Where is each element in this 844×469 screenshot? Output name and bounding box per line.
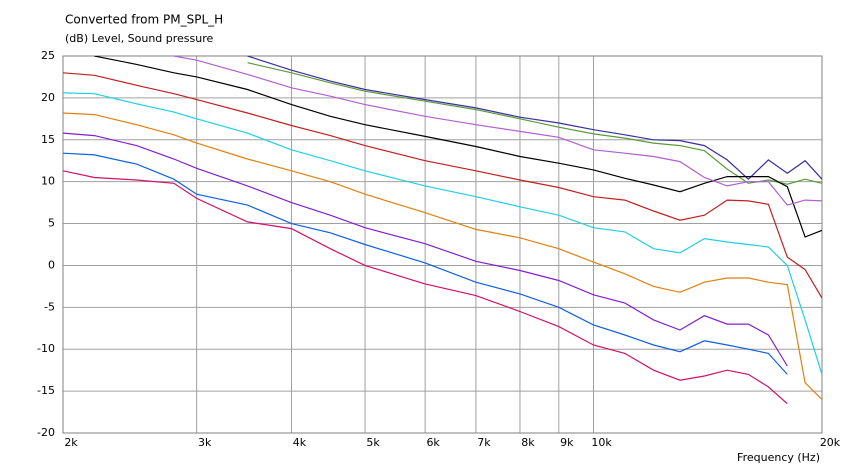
y-tick-label: -5: [44, 300, 55, 313]
plot-frame: [62, 55, 823, 434]
y-tick-label: 5: [48, 217, 55, 230]
x-tick-label: 5k: [366, 436, 380, 449]
series-line: [247, 56, 822, 181]
x-tick-label: 20k: [820, 436, 841, 449]
y-tick-label: 25: [41, 49, 55, 62]
y-tick-label: 15: [41, 133, 55, 146]
chart-title: Converted from PM_SPL_H: [65, 13, 223, 27]
y-tick-label: -15: [37, 384, 55, 397]
series-line: [94, 56, 822, 238]
x-tick-label: 2k: [64, 436, 78, 449]
x-tick-label: 10k: [591, 436, 612, 449]
series-line: [63, 170, 788, 405]
x-axis-label: Frequency (Hz): [737, 451, 820, 464]
y-axis-label: (dB) Level, Sound pressure: [65, 32, 214, 45]
y-tick-label: -10: [37, 342, 55, 355]
series-line: [63, 72, 822, 299]
x-tick-label: 3k: [198, 436, 212, 449]
series-line: [173, 56, 822, 206]
series-line: [63, 152, 788, 375]
series-line: [63, 92, 822, 375]
x-tick-label: 8k: [521, 436, 535, 449]
lines: [63, 56, 822, 405]
y-tick-label: 10: [41, 175, 55, 188]
series-line: [247, 62, 822, 185]
series-line: [63, 132, 788, 367]
x-tick-label: 4k: [293, 436, 307, 449]
series-line: [63, 112, 822, 400]
y-tick-label: 20: [41, 91, 55, 104]
x-tick-label: 9k: [560, 436, 574, 449]
y-tick-label: 0: [48, 258, 55, 271]
x-tick-label: 6k: [426, 436, 440, 449]
x-tick-label: 7k: [477, 436, 491, 449]
y-tick-label: -20: [37, 426, 55, 439]
